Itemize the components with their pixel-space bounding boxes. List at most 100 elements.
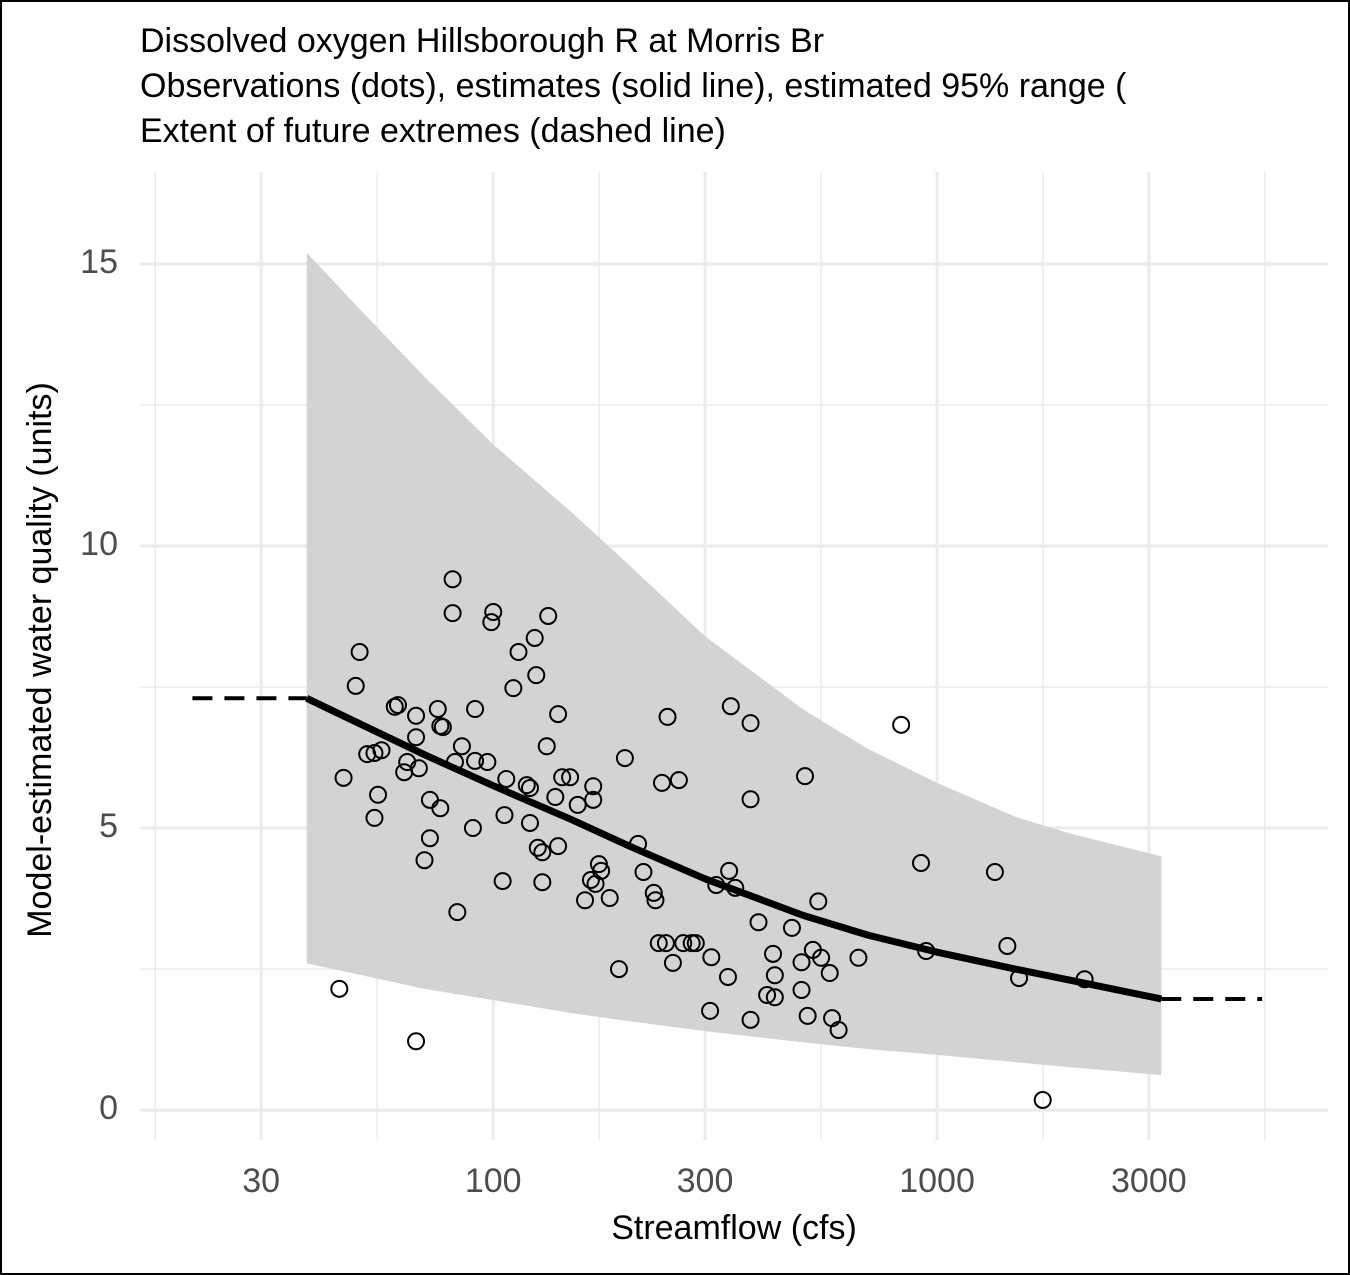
observation	[649, 934, 668, 953]
observation	[431, 799, 450, 818]
observation	[892, 715, 911, 734]
observation	[652, 773, 671, 792]
observation	[765, 988, 784, 1007]
observation	[917, 942, 936, 961]
observation	[466, 751, 485, 770]
observation	[707, 876, 726, 895]
plot-area	[192, 252, 1263, 1109]
observation	[702, 948, 721, 967]
observation	[533, 843, 552, 862]
observation	[820, 964, 839, 983]
observation	[741, 714, 760, 733]
y-axis-title: Model-estimated water quality (units)	[21, 382, 59, 938]
observation	[445, 753, 464, 772]
x-tick-label: 1000	[899, 1162, 975, 1200]
observation	[561, 768, 580, 787]
observation	[482, 613, 501, 632]
observation	[433, 718, 452, 737]
observation	[674, 934, 693, 953]
observation	[669, 771, 688, 790]
observation	[592, 861, 611, 880]
observation	[663, 953, 682, 972]
x-tick-label: 100	[465, 1162, 522, 1200]
x-tick-label: 300	[677, 1162, 734, 1200]
observation	[549, 837, 568, 856]
observation	[407, 728, 426, 747]
observation	[420, 829, 439, 848]
observation	[701, 1001, 720, 1020]
observation	[497, 769, 516, 788]
chart-title: Dissolved oxygen Hillsborough R at Morri…	[140, 22, 824, 60]
observation	[443, 570, 462, 589]
observation	[428, 700, 447, 719]
observation	[415, 851, 434, 870]
chart-subtitle: Observations (dots), estimates (solid li…	[140, 67, 1127, 105]
observation	[812, 948, 831, 967]
estimate-line	[305, 695, 1162, 1003]
observation	[365, 808, 384, 827]
observation	[809, 892, 828, 911]
observation	[539, 606, 558, 625]
observation	[644, 883, 663, 902]
y-tick-label: 15	[80, 243, 118, 281]
observation	[615, 749, 634, 768]
observation	[782, 918, 801, 937]
observation	[798, 1006, 817, 1025]
observation	[452, 737, 471, 756]
chart-subtitle: Extent of future extremes (dashed line)	[140, 112, 726, 150]
x-tick-label: 30	[242, 1162, 280, 1200]
observation	[533, 873, 552, 892]
observation	[553, 768, 572, 787]
x-tick-label: 3000	[1111, 1162, 1187, 1200]
observation	[758, 986, 777, 1005]
observation	[484, 603, 503, 621]
observation	[584, 777, 603, 796]
observation	[792, 953, 811, 972]
observation	[764, 944, 783, 963]
observation	[629, 834, 648, 853]
observation	[1010, 969, 1029, 988]
observation	[718, 967, 737, 986]
observation	[525, 628, 544, 647]
observation	[463, 819, 482, 838]
observation	[537, 737, 556, 756]
observation	[448, 903, 467, 922]
observation	[527, 666, 546, 685]
observation	[998, 936, 1017, 955]
observation	[749, 913, 768, 932]
observation	[334, 768, 353, 787]
range-band	[306, 252, 1162, 1076]
observation	[407, 706, 426, 725]
observation	[795, 767, 814, 786]
observation	[581, 870, 600, 889]
observation	[365, 744, 384, 763]
observation	[792, 980, 811, 999]
observation	[549, 705, 568, 724]
observation	[658, 707, 677, 726]
observation	[466, 700, 485, 719]
observation	[720, 861, 739, 880]
observation	[509, 643, 528, 662]
y-tick-label: 10	[80, 525, 118, 563]
observation	[350, 643, 369, 662]
observation	[495, 806, 514, 825]
observation	[478, 753, 497, 772]
observation	[609, 960, 628, 979]
observation	[741, 790, 760, 809]
observation	[528, 838, 547, 857]
observation	[330, 979, 349, 998]
observation	[721, 697, 740, 716]
observation	[388, 696, 407, 715]
observation	[765, 966, 784, 985]
observation	[546, 788, 565, 807]
observation	[346, 676, 365, 695]
observation	[493, 872, 512, 891]
observation	[584, 790, 603, 809]
observation	[520, 813, 539, 832]
observation	[849, 948, 868, 967]
x-axis-title: Streamflow (cfs)	[611, 1209, 857, 1247]
observation	[443, 604, 462, 623]
observation	[656, 934, 675, 953]
observation	[646, 891, 665, 910]
